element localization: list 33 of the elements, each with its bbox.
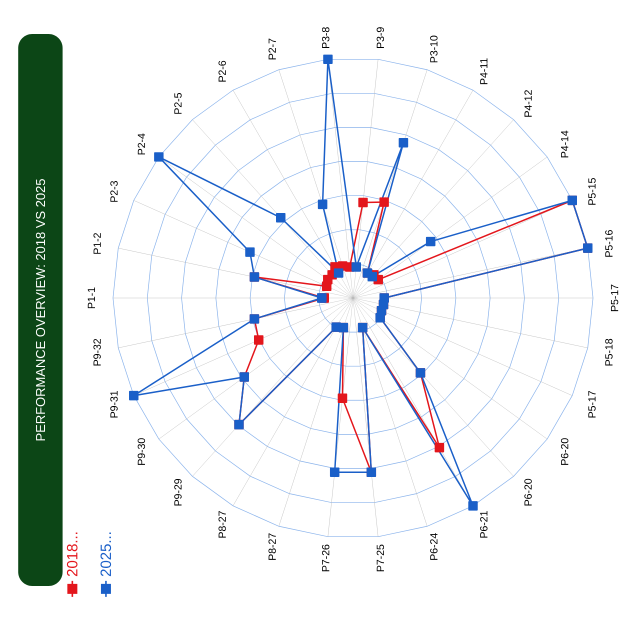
spoke-label: P9-30 [138,438,146,465]
spoke-label: P2-4 [138,133,146,154]
spoke-label: P5-15 [588,178,596,205]
spoke-label: P5-17 [588,390,596,418]
spoke-label: P4-14 [561,130,568,158]
spoke-label: P3-8 [322,27,330,48]
spoke-label: P9-32 [93,338,101,366]
spoke-label: P3-9 [376,27,384,48]
spoke-label: P1-1 [88,287,95,308]
spoke-label: P5-18 [605,338,613,366]
spoke-label: P6-21 [480,511,488,538]
spoke-label: P2-3 [110,181,118,202]
spoke-label: P6-20 [560,438,568,465]
spoke-label: P1-2 [93,233,101,254]
spoke-label: P6-20 [524,478,532,506]
spoke-label: P8-27 [218,511,226,538]
spoke-label: P5-17 [610,284,618,312]
spoke-label: P9-29 [174,478,182,506]
spoke-label: P4-12 [524,90,532,117]
spoke-label: P7-25 [376,544,384,572]
spoke-label: P3-10 [430,36,438,62]
spoke-label: P9-31 [110,390,118,418]
spoke-label: P2-5 [174,92,182,114]
spoke-label: P2-7 [268,38,276,60]
text: 2025... [100,532,112,576]
spoke-label: P7-26 [322,544,330,572]
text: 2018... [66,532,78,576]
spoke-label: P6-24 [430,533,438,560]
spoke-label: P4-11 [480,58,488,84]
spoke-label: P5-16 [605,230,613,257]
spoke-label: P2-6 [218,60,226,82]
spoke-label: P8-27 [268,533,276,560]
text: PERFORMANCE OVERVIEW: 2018 VS 2025 [36,179,46,440]
